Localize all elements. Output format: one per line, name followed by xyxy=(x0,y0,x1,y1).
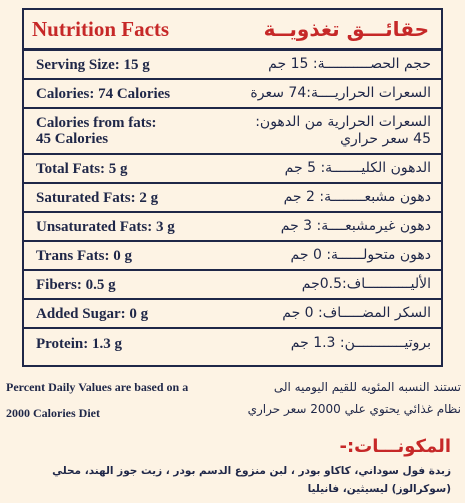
note-arabic-line1: تستند النسبه المئويه للقيم اليوميه الى xyxy=(273,380,461,394)
row-label-arabic: بروتيــــــــــــن: 1.3 جم xyxy=(290,335,431,351)
row-label-arabic: دهون مشبعــــــــة: 2 جم xyxy=(283,189,431,205)
row-label-english: Fibers: 0.5 g xyxy=(36,276,116,293)
note-english-line2: 2000 Calories Diet xyxy=(6,406,100,420)
row-label-arabic: السكر المضـــــاف: 0 جم xyxy=(282,305,431,321)
row-fibers: Fibers: 0.5 g الأليـــــــــــاف:0.5جم xyxy=(24,271,441,300)
row-serving-size: Serving Size: 15 g حجم الحصـــــــــــة:… xyxy=(24,51,441,80)
row-label-arabic: دهون غيرمشبعــــة: 3 جم xyxy=(280,218,431,234)
row-label-english: Serving Size: 15 g xyxy=(36,56,150,73)
row-calories: Calories: 74 Calories السعرات الحراريـــ… xyxy=(24,80,441,109)
row-label-arabic: حجم الحصـــــــــــة: 15 جم xyxy=(268,56,431,72)
row-label-arabic: الدهون الكليـــــــة: 5 جم xyxy=(284,160,431,176)
row-label-english: Protein: 1.3 g xyxy=(36,335,122,352)
row-label-arabic: الأليـــــــــــاف:0.5جم xyxy=(301,276,431,292)
row-added-sugar: Added Sugar: 0 g السكر المضـــــاف: 0 جم xyxy=(24,300,441,329)
row-protein: Protein: 1.3 g بروتيــــــــــــن: 1.3 ج… xyxy=(24,329,441,358)
title-english: Nutrition Facts xyxy=(32,16,170,41)
note-english-line1: Percent Daily Values are based on a xyxy=(6,380,189,394)
ingredients-text: زبدة فول سوداني، كاكاو بودر ، لبن منزوع … xyxy=(52,465,451,495)
row-label-english: Added Sugar: 0 g xyxy=(36,305,149,322)
nutrition-panel: Nutrition Facts حقائـــق تغذويــة Servin… xyxy=(22,8,443,367)
row-label-english: Saturated Fats: 2 g xyxy=(36,189,159,206)
ingredients-title: المكونـــات:- xyxy=(339,436,451,457)
row-calories-from-fats: Calories from fats: 45 Calories السعرات … xyxy=(24,109,441,155)
title-arabic: حقائـــق تغذويــة xyxy=(263,17,429,41)
row-trans-fats: Trans Fats: 0 g دهون متحولــــــة: 0 جم xyxy=(24,242,441,271)
row-unsaturated-fats: Unsaturated Fats: 3 g دهون غيرمشبعــــة:… xyxy=(24,213,441,242)
row-label-english: Total Fats: 5 g xyxy=(36,160,128,177)
row-label-arabic: السعرات الحراريــــة:74 سعرة xyxy=(250,85,431,101)
row-label-english: Calories from fats: 45 Calories xyxy=(36,115,157,147)
row-saturated-fats: Saturated Fats: 2 g دهون مشبعــــــــة: … xyxy=(24,184,441,213)
row-label-english: Trans Fats: 0 g xyxy=(36,247,132,264)
row-label-english: Unsaturated Fats: 3 g xyxy=(36,218,175,235)
note-arabic-line2: نظام غذائي يحتوي علي 2000 سعر حراري xyxy=(247,402,461,416)
panel-header: Nutrition Facts حقائـــق تغذويــة xyxy=(24,10,441,51)
row-label-arabic: دهون متحولــــــة: 0 جم xyxy=(290,247,431,263)
row-total-fats: Total Fats: 5 g الدهون الكليـــــــة: 5 … xyxy=(24,155,441,184)
row-label-arabic: السعرات الحرارية من الدهون: 45 سعر حراري xyxy=(255,114,431,147)
daily-values-note: Percent Daily Values are based on a 2000… xyxy=(6,378,461,424)
row-label-english: Calories: 74 Calories xyxy=(36,85,171,102)
